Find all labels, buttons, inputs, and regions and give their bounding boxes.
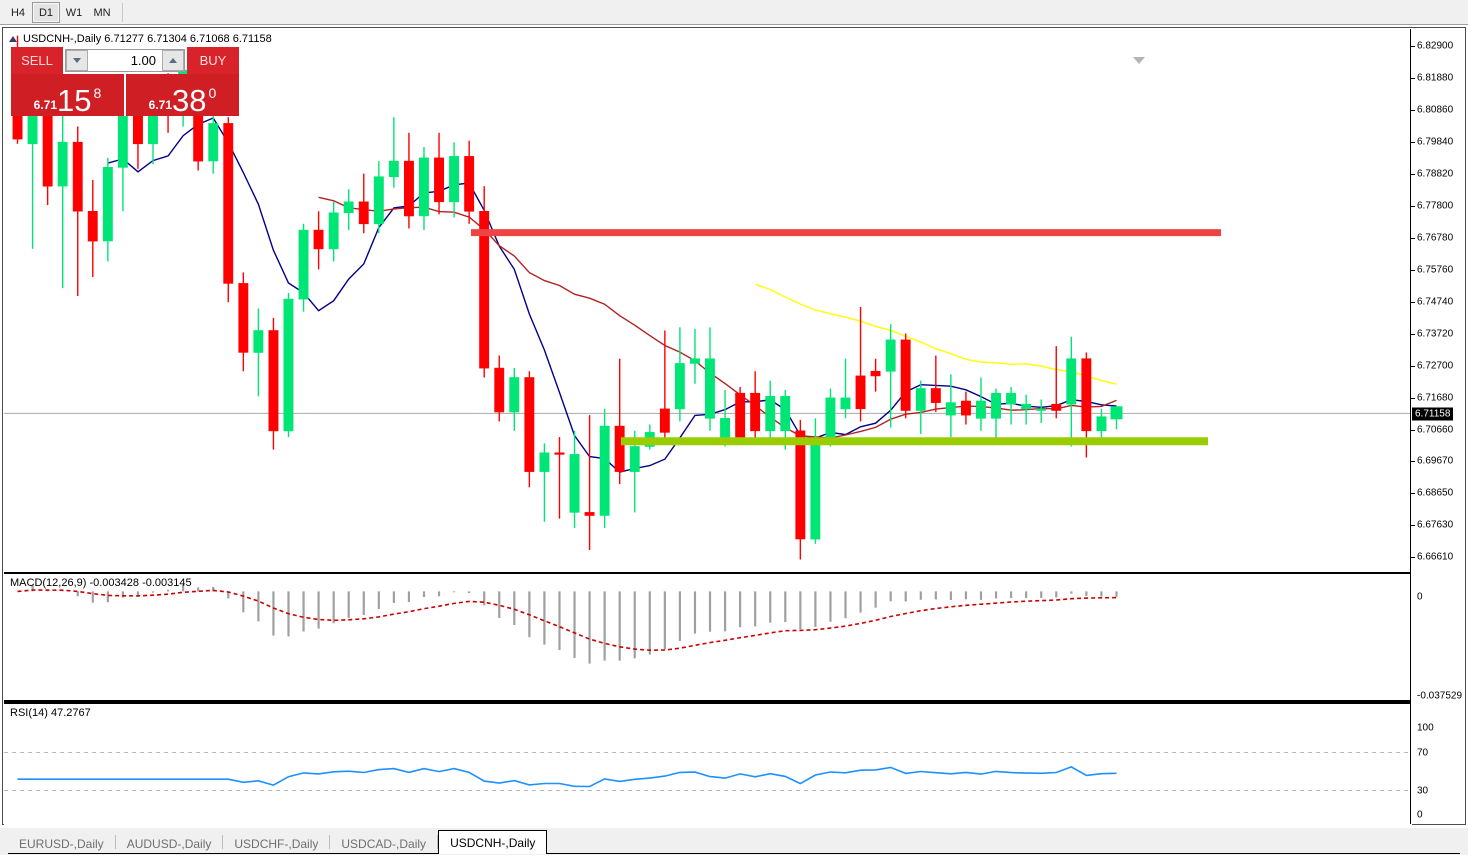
buy-price-prefix: 6.71: [148, 98, 173, 112]
rsi-canvas: [4, 752, 1412, 791]
price-scale-tick: [1411, 365, 1415, 367]
volume-decrement-button[interactable]: [66, 50, 88, 71]
chart-tab-bar: EURUSD-,Daily AUDUSD-,Daily USDCHF-,Dail…: [0, 827, 1468, 855]
tab-separator: [437, 835, 439, 849]
tab-separator: [222, 835, 224, 849]
macd-scale-label-min: -0.037529: [1417, 690, 1463, 702]
timeframe-d1-button[interactable]: D1: [32, 2, 60, 23]
price-scale-tick: [1411, 493, 1415, 494]
chevron-up-icon: [169, 58, 177, 63]
price-scale-label: 6.69670: [1417, 455, 1454, 467]
price-scale-label: 6.74740: [1417, 296, 1454, 308]
tab-separator: [114, 835, 116, 849]
tab-eurusd-daily[interactable]: EURUSD-,Daily: [19, 837, 104, 851]
one-click-trading-panel[interactable]: SELL 1.00 BUY 6.71 15 8 6.71 38 0: [11, 47, 239, 116]
price-scale-label: 6.77800: [1417, 200, 1454, 212]
timeframe-toolbar: H4 D1 W1 MN: [0, 0, 1468, 25]
price-scale-tick: [1411, 45, 1415, 47]
price-scale-tick: [1411, 557, 1415, 558]
macd-pane[interactable]: MACD(12,26,9) -0.003428 -0.003145: [4, 573, 1412, 701]
price-scale-tick: [1411, 461, 1415, 462]
price-scale-tick: [1411, 205, 1415, 207]
price-scale-label: 6.72700: [1417, 360, 1454, 372]
buy-label[interactable]: BUY: [187, 47, 239, 74]
sell-price-pips: 15: [57, 83, 92, 116]
rsi-indicator-label: RSI(14) 47.2767: [10, 707, 91, 719]
timeframe-mn-button[interactable]: MN: [88, 2, 116, 23]
tab-usdcnh-daily[interactable]: USDCNH-,Daily: [438, 830, 548, 854]
price-scale-label: 6.80860: [1417, 104, 1454, 116]
buy-price-pips: 38: [172, 83, 207, 116]
price-scale-tick: [1411, 269, 1415, 271]
chart-title-bar: USDCNH-,Daily 6.71277 6.71304 6.71068 6.…: [9, 32, 272, 45]
volume-input[interactable]: 1.00: [130, 53, 156, 68]
price-scale-label: 6.71680: [1417, 392, 1454, 404]
toolbar-separator: [122, 3, 123, 22]
sell-price-prefix: 6.71: [33, 98, 58, 112]
tab-usdcad-daily[interactable]: USDCAD-,Daily: [341, 837, 427, 851]
rsi-pane[interactable]: RSI(14) 47.2767: [4, 703, 1412, 841]
collapse-triangle-icon[interactable]: [9, 35, 17, 42]
macd-scale-label-zero: 0: [1417, 591, 1423, 603]
price-scale-tick: [1411, 109, 1415, 111]
price-scale-tick: [1411, 397, 1415, 399]
rsi-scale-label-70: 70: [1417, 747, 1429, 758]
price-scale-label: 6.82900: [1417, 40, 1454, 52]
timeframe-button-group: H4 D1 W1 MN: [4, 2, 127, 23]
price-scale-label: 6.76780: [1417, 232, 1454, 244]
chart-top-marker-icon: [1133, 57, 1145, 64]
volume-increment-button[interactable]: [162, 50, 184, 71]
chart-window[interactable]: MACD(12,26,9) -0.003428 -0.003145 RSI(14…: [2, 27, 1466, 859]
price-scale-label: 6.78820: [1417, 168, 1454, 180]
volume-stepper[interactable]: 1.00: [65, 49, 185, 72]
tab-bar-baseline: [8, 853, 1460, 854]
macd-indicator-label: MACD(12,26,9) -0.003428 -0.003145: [10, 577, 192, 589]
timeframe-h4-button[interactable]: H4: [4, 2, 32, 23]
price-scale-tick: [1411, 173, 1415, 175]
price-scale-label: 6.68650: [1417, 487, 1454, 499]
price-scale-label: 6.79840: [1417, 136, 1454, 148]
sell-price-button[interactable]: 6.71 15 8: [11, 74, 126, 116]
sell-label[interactable]: SELL: [11, 47, 63, 74]
price-scale-tick: [1411, 77, 1415, 79]
trade-panel-header-row: SELL 1.00 BUY: [11, 47, 239, 74]
chart-symbol-ohlc-text: USDCNH-,Daily 6.71277 6.71304 6.71068 6.…: [23, 32, 272, 45]
timeframe-w1-button[interactable]: W1: [60, 2, 88, 23]
rsi-scale-label-0: 0: [1417, 809, 1423, 821]
tab-audusd-daily[interactable]: AUDUSD-,Daily: [126, 837, 212, 851]
buy-price-fraction: 0: [208, 85, 217, 101]
macd-canvas: [17, 584, 1118, 664]
price-scale-label: 6.73720: [1417, 328, 1454, 340]
rsi-scale-label-100: 100: [1417, 722, 1434, 734]
price-scale-tick: [1411, 429, 1415, 431]
price-scale-label: 6.81880: [1417, 72, 1454, 84]
price-scale-tick: [1411, 301, 1415, 303]
buy-price-button[interactable]: 6.71 38 0: [126, 74, 239, 116]
sell-price-fraction: 8: [93, 85, 102, 101]
price-scale-label: 6.75760: [1417, 264, 1454, 276]
price-scale-tick: [1411, 333, 1415, 335]
chevron-down-icon: [73, 58, 81, 63]
tab-usdchf-daily[interactable]: USDCHF-,Daily: [234, 837, 319, 851]
rsi-pane-divider: [4, 701, 1412, 703]
tab-separator: [329, 835, 331, 849]
price-scale-tick: [1411, 141, 1415, 143]
price-scale-label: 6.66610: [1417, 551, 1454, 563]
rsi-scale-label-30: 30: [1417, 785, 1429, 796]
current-price-label: 6.71158: [1412, 407, 1454, 421]
price-scale[interactable]: 6.82900 6.81880 6.80860 6.79840 6.78820 6.778…: [1410, 29, 1465, 824]
price-scale-label: 6.70660: [1417, 424, 1454, 436]
price-scale-tick: [1411, 525, 1415, 526]
chart-tab-strip: EURUSD-,Daily AUDUSD-,Daily USDCHF-,Dail…: [8, 830, 548, 854]
price-scale-label: 6.67630: [1417, 519, 1454, 531]
price-scale-tick: [1411, 237, 1415, 239]
